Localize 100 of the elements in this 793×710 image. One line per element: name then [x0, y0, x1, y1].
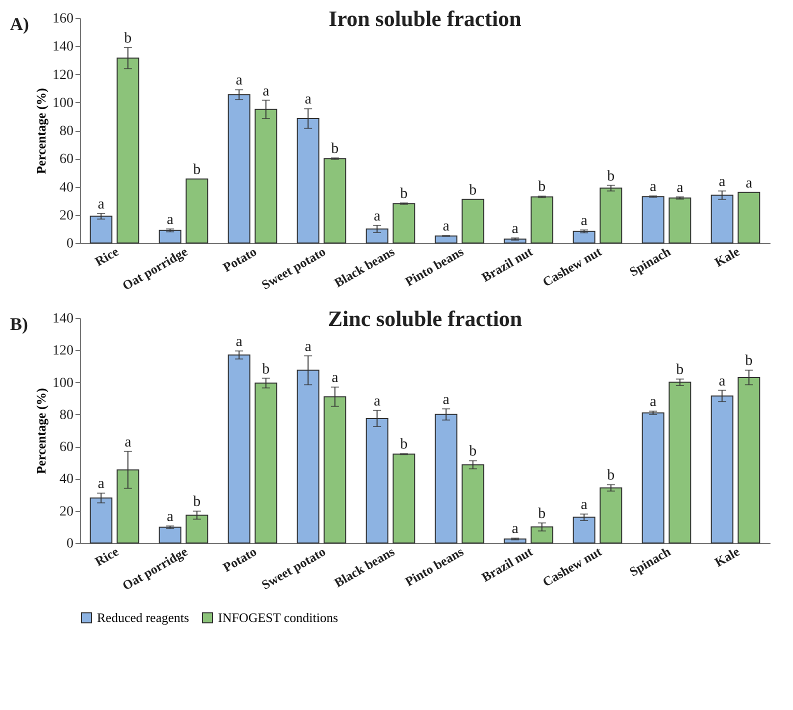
bar: [228, 354, 250, 544]
bar: [186, 178, 208, 244]
x-tick-label: Kale: [712, 244, 742, 270]
data-label: a: [374, 208, 381, 224]
bar: [572, 516, 596, 544]
bar: [158, 526, 182, 544]
data-label: a: [262, 83, 270, 100]
data-label: b: [193, 494, 201, 510]
bar: [530, 526, 554, 544]
bar: [668, 198, 692, 244]
data-label: a: [580, 212, 588, 229]
y-tick-label: 140: [52, 312, 74, 326]
bar: [158, 230, 182, 244]
data-label: a: [718, 174, 726, 190]
x-tick-label: Black beans: [332, 244, 397, 290]
y-tick-label: 40: [60, 472, 74, 488]
bar: [228, 94, 250, 244]
bar: [668, 382, 692, 544]
bar: [642, 412, 664, 544]
data-label: b: [193, 162, 201, 178]
data-label: a: [512, 521, 519, 538]
data-label: b: [676, 362, 684, 378]
y-tick-label: 100: [52, 376, 74, 391]
y-tick-label: 80: [60, 408, 74, 423]
chart-title: Zinc soluble fraction: [328, 306, 522, 331]
data-label: b: [124, 30, 132, 47]
y-tick-label: 20: [60, 208, 74, 224]
data-label: b: [538, 506, 546, 522]
data-label: a: [650, 178, 657, 195]
data-label: a: [304, 338, 312, 355]
data-label: a: [166, 212, 174, 228]
bar: [710, 395, 734, 544]
y-tick-label: 0: [66, 536, 74, 552]
bar: [462, 464, 484, 544]
bar: [504, 538, 526, 544]
bar: [572, 230, 596, 244]
data-label: b: [469, 444, 477, 460]
data-label: b: [607, 168, 615, 184]
data-label: a: [236, 72, 243, 89]
bar: [710, 194, 734, 244]
bar: [392, 454, 416, 544]
data-label: a: [442, 392, 450, 408]
y-axis-title: Percentage (%): [34, 388, 48, 474]
bar: [642, 196, 664, 244]
data-label: b: [607, 468, 615, 484]
text: A): [10, 14, 29, 34]
data-label: a: [332, 370, 339, 386]
y-tick-label: 0: [66, 236, 74, 252]
bar: [186, 514, 208, 544]
data-label: a: [512, 220, 519, 237]
data-label: b: [400, 186, 408, 202]
bar: [254, 382, 278, 544]
data-label: a: [676, 180, 684, 196]
bar: [738, 192, 760, 244]
y-tick-label: 120: [52, 68, 74, 83]
y-axis-title: Percentage (%): [34, 88, 48, 174]
data-label: a: [98, 476, 105, 492]
bar: [434, 414, 458, 544]
bar: [434, 235, 458, 244]
data-label: a: [374, 393, 381, 410]
data-label: b: [400, 436, 408, 453]
bar: [324, 158, 346, 244]
bar: [366, 228, 388, 244]
bar: [90, 498, 112, 544]
x-tick-label: Black beans: [332, 544, 397, 590]
x-tick-label: Potato: [220, 544, 259, 575]
y-tick-label: 20: [60, 504, 74, 520]
data-label: a: [166, 508, 174, 525]
data-label: b: [469, 182, 477, 198]
y-tick-label: 120: [52, 344, 74, 359]
y-tick-label: 40: [60, 180, 74, 196]
data-label: a: [746, 175, 753, 192]
data-label: a: [304, 92, 312, 108]
data-label: a: [98, 196, 105, 212]
x-tick-label: Pinto beans: [402, 544, 466, 590]
legend-label: Reduced reagents: [97, 610, 190, 625]
chart-title: Iron soluble fraction: [328, 6, 522, 31]
bar: [600, 188, 622, 244]
text: B): [10, 314, 28, 334]
data-label: b: [331, 140, 339, 157]
data-label: a: [718, 373, 726, 390]
data-label: b: [745, 353, 753, 370]
bar: [504, 238, 526, 244]
data-label: b: [538, 179, 546, 196]
bar: [462, 198, 484, 244]
x-tick-label: Kale: [712, 544, 742, 570]
data-label: a: [236, 334, 243, 350]
x-tick-label: Potato: [220, 244, 259, 275]
bar: [392, 203, 416, 244]
y-tick-label: 100: [52, 96, 74, 111]
y-tick-label: 60: [60, 440, 74, 456]
y-tick-label: 80: [60, 124, 74, 139]
data-label: a: [442, 218, 450, 235]
data-label: a: [650, 394, 657, 410]
bar: [530, 196, 554, 244]
y-tick-label: 160: [52, 12, 74, 26]
data-label: a: [124, 434, 132, 450]
x-tick-label: Pinto beans: [402, 244, 466, 290]
y-tick-label: 60: [60, 152, 74, 168]
x-tick-label: Rice: [92, 544, 122, 570]
